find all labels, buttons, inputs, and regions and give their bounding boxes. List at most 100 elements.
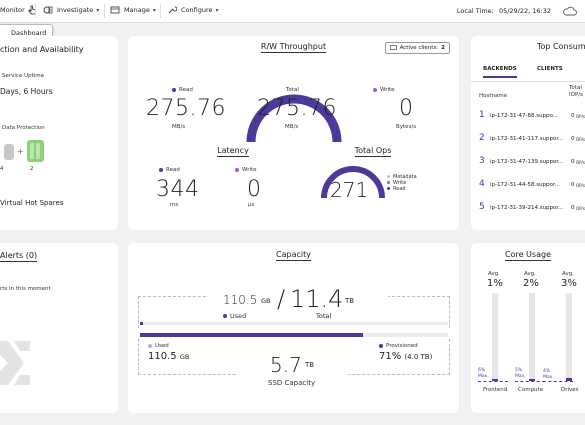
col-iops: IOP/s <box>569 92 583 98</box>
write-dot <box>387 181 390 184</box>
ops-legend-read: Read <box>387 186 417 192</box>
used-unit: GB <box>261 297 271 305</box>
list-item[interactable]: 3 ip-172-31-47-139.suppor... 0 OP/s <box>479 156 585 170</box>
latency-title: Latency <box>188 146 278 157</box>
tab-clients[interactable]: CLIENTS <box>537 66 563 72</box>
unit: OP/s <box>576 160 585 165</box>
unit: OP/s <box>576 183 585 188</box>
nav-manage-label: Manage <box>124 6 150 14</box>
rank: 3 <box>479 156 485 166</box>
monitor-icon <box>389 45 397 50</box>
nav-monitor[interactable]: Monitor <box>0 5 37 15</box>
protection-card: ction and Availability Service Uptime Da… <box>0 36 118 230</box>
ssd-used-legend: Used <box>148 343 169 349</box>
rank: 5 <box>479 202 485 212</box>
ops-legend-read-label: Read <box>393 186 406 192</box>
core-column-frontend: Avg. 1% 6% Max. Frontend <box>477 271 513 411</box>
tooltip-text: Dashboard <box>11 29 47 37</box>
nav-investigate[interactable]: Investigate ▾ <box>43 5 99 15</box>
top-consumers-title: Top Consum <box>537 42 585 51</box>
uptime-value: Days, 6 Hours <box>0 87 53 96</box>
avg-value: 2% <box>523 278 539 289</box>
provisioned-value: 71% <box>379 351 402 362</box>
throughput-card: R/W Throughput Active clients: 2 Read 27… <box>128 36 459 230</box>
max-line <box>478 381 508 382</box>
list-item[interactable]: 4 ip-172-31-44-58.suppor... 0 OP/s <box>479 179 585 193</box>
value: 0 <box>571 159 575 165</box>
data-protection-label: Data Protection <box>2 125 45 131</box>
latency-write-label: Write <box>242 167 257 173</box>
core-column-compute: Avg. 2% 5% Max. Compute <box>514 271 550 411</box>
max-label: Max. <box>478 374 489 379</box>
value: 0 <box>571 205 575 211</box>
total-value: 275.76 <box>257 96 337 121</box>
active-clients-button[interactable]: Active clients: 2 <box>384 42 450 54</box>
nav-manage[interactable]: Manage ▾ <box>110 5 156 15</box>
alerts-title: Alerts (0) <box>0 251 38 262</box>
core-bar-track <box>566 293 572 381</box>
latency-read-unit: ms <box>170 202 179 208</box>
protection-parity-block <box>4 144 14 160</box>
top-bar: Monitor Investigate ▾ Manage ▾ Configure… <box>0 0 585 23</box>
avg-value: 1% <box>487 278 503 289</box>
list-item[interactable]: 5 ip-172-31-39-214.suppor... 0 OP/s <box>479 202 585 216</box>
nav-investigate-label: Investigate <box>57 6 94 14</box>
latency-title-text: Latency <box>217 146 249 157</box>
core-bar-fill <box>492 379 498 381</box>
throughput-title: R/W Throughput <box>128 42 459 53</box>
core-name: Drives <box>561 387 579 393</box>
latency-read-label: Read <box>166 167 180 173</box>
tab-backends[interactable]: BACKENDS <box>483 66 517 78</box>
ops-gauge <box>321 166 385 199</box>
local-time: Local Time: 05/29/22, 16:32 <box>457 7 551 15</box>
ops-legend-metadata-label: Metadata <box>393 174 417 180</box>
capacity-card: Capacity 110.5 GB / 11.4 TB Used Total U… <box>128 243 459 413</box>
chevron-down-icon: ▾ <box>152 6 156 14</box>
ops-legend-write: Write <box>387 180 417 186</box>
max-label: Max. <box>515 374 526 379</box>
list-item[interactable]: 2 ip-172-31-41-117.suppor... 0 OP/s <box>479 133 585 147</box>
uptime-label: Service Uptime <box>2 73 45 79</box>
nav-configure[interactable]: Configure ▾ <box>167 5 219 15</box>
latency-write-legend: Write <box>235 167 257 173</box>
used-legend: Used <box>223 312 246 320</box>
provisioned-value-row: 71% (4.0 TB) <box>379 351 432 362</box>
local-time-label: Local Time: <box>456 7 494 15</box>
ssd-headline: 5.7 TB SSD Capacity <box>238 349 348 389</box>
ssd-used-fill <box>140 333 144 337</box>
max-line <box>543 381 573 382</box>
wrench-icon <box>168 6 177 14</box>
ssd-used-dot <box>148 343 152 348</box>
used-label: Used <box>230 312 247 320</box>
nav-monitor-label: Monitor <box>0 6 25 14</box>
hostname: ip-172-31-47-139.suppor... <box>490 159 564 165</box>
cloud-icon[interactable] <box>563 6 577 16</box>
chevron-down-icon: ▾ <box>96 6 100 14</box>
total-label: Total <box>316 312 332 320</box>
core-name: Compute <box>518 387 544 393</box>
core-usage-title: Core Usage <box>505 250 551 261</box>
read-unit: MB/s <box>172 124 186 130</box>
hostname: ip-172-31-44-58.suppor... <box>490 182 560 188</box>
core-bar-track <box>492 293 498 381</box>
max-label: Max. <box>543 375 554 380</box>
alerts-title-text: Alerts (0) <box>0 251 38 262</box>
nav-separator <box>35 4 36 18</box>
throughput-title-text: R/W Throughput <box>260 42 327 53</box>
unit: OP/s <box>576 137 585 142</box>
ssd-used-value-row: 110.5 GB <box>148 351 189 362</box>
ssd-value: 5.7 <box>270 353 302 377</box>
latency-write-dot <box>235 167 239 172</box>
capacity-title: Capacity <box>128 250 459 261</box>
active-clients-value: 2 <box>441 45 445 51</box>
protection-left-count: 4 <box>0 166 4 172</box>
cursor-hand-icon <box>27 5 36 15</box>
used-dot <box>223 314 227 318</box>
unit: OP/s <box>576 206 585 211</box>
ssd-used-label: Used <box>155 343 169 349</box>
core-name: Frontend <box>483 387 508 393</box>
provisioned-label: Provisioned <box>386 343 418 349</box>
provisioned-legend: Provisioned <box>379 343 418 349</box>
list-item[interactable]: 1 ip-172-31-47-88.suppo... 0 OP/s <box>479 110 585 124</box>
col-hostname: Hostname <box>479 93 508 99</box>
